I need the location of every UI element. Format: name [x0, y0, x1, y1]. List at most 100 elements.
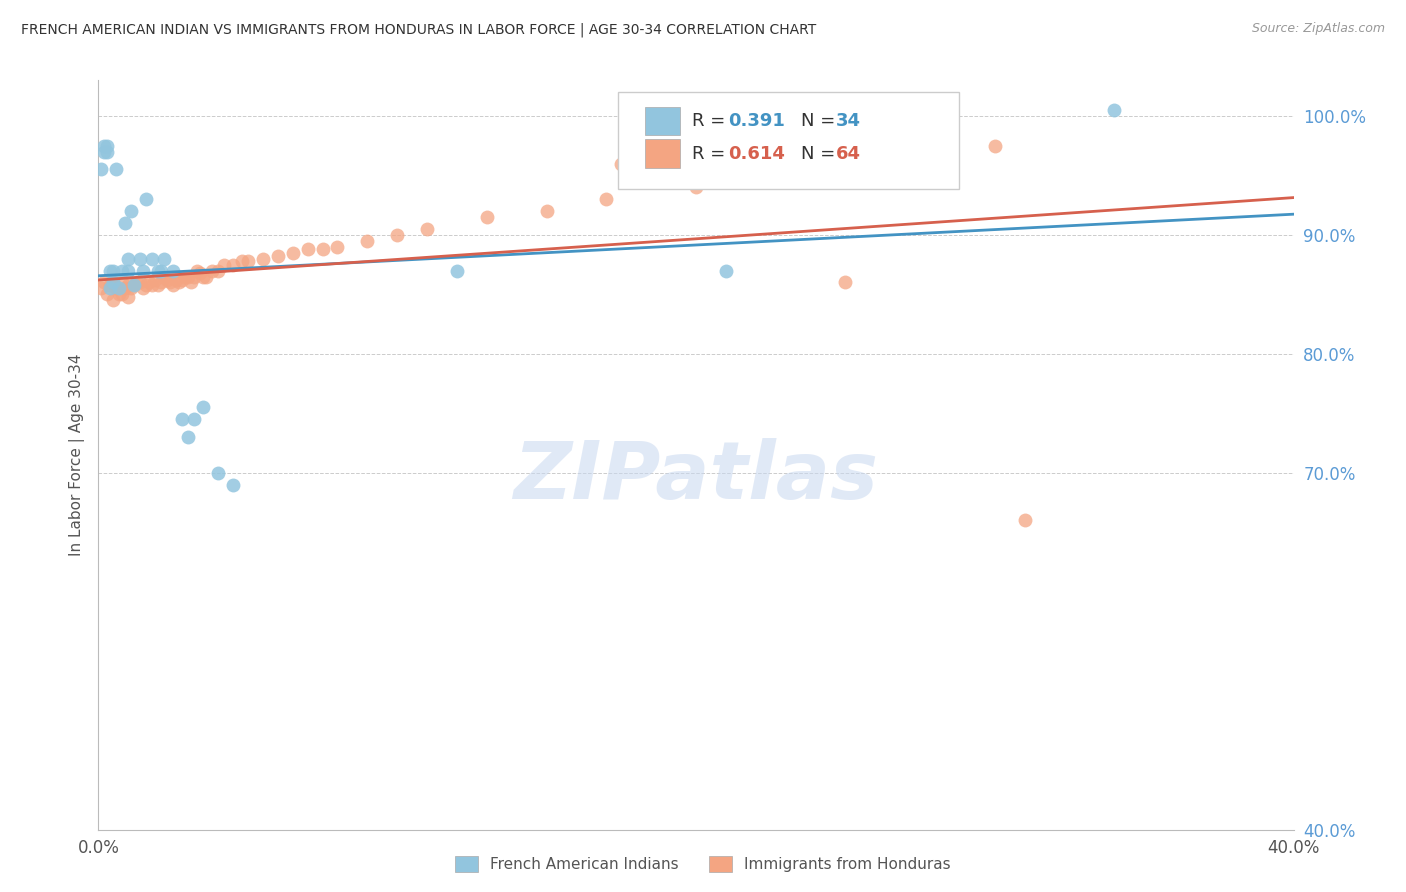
Point — [108, 287, 131, 301]
Text: N =: N = — [801, 112, 835, 129]
Point — [111, 276, 134, 290]
Point — [475, 210, 498, 224]
Point — [1014, 513, 1036, 527]
Point — [124, 277, 146, 292]
Point — [212, 258, 235, 272]
Point — [129, 276, 152, 290]
Point — [105, 162, 128, 177]
Point — [90, 162, 112, 177]
Point — [267, 249, 290, 263]
Point — [222, 477, 245, 491]
Point — [98, 277, 122, 292]
Point — [153, 252, 176, 266]
Point — [356, 234, 378, 248]
Y-axis label: In Labor Force | Age 30-34: In Labor Force | Age 30-34 — [69, 353, 84, 557]
Point — [93, 145, 115, 159]
Point — [148, 277, 170, 292]
Point — [114, 281, 136, 295]
Point — [135, 277, 157, 292]
Point — [150, 263, 173, 277]
Point — [103, 276, 125, 290]
Point — [804, 162, 827, 177]
Point — [135, 192, 157, 206]
Point — [297, 242, 319, 256]
Point — [236, 254, 259, 268]
Point — [120, 281, 142, 295]
Point — [201, 263, 224, 277]
Point — [96, 138, 118, 153]
Text: 0.614: 0.614 — [728, 145, 785, 162]
Point — [129, 252, 152, 266]
Point — [98, 281, 122, 295]
Point — [124, 277, 146, 292]
Point — [180, 276, 202, 290]
Point — [150, 276, 173, 290]
Point — [165, 273, 187, 287]
Point — [416, 222, 439, 236]
Text: 34: 34 — [835, 112, 860, 129]
Point — [159, 276, 181, 290]
Point — [207, 263, 229, 277]
Point — [311, 242, 333, 256]
Point — [93, 276, 115, 290]
Point — [326, 240, 349, 254]
Point — [172, 273, 194, 287]
Point — [117, 277, 139, 292]
Point — [834, 276, 856, 290]
Point — [148, 263, 170, 277]
Point — [191, 401, 214, 415]
FancyBboxPatch shape — [644, 139, 681, 168]
Text: FRENCH AMERICAN INDIAN VS IMMIGRANTS FROM HONDURAS IN LABOR FORCE | AGE 30-34 CO: FRENCH AMERICAN INDIAN VS IMMIGRANTS FRO… — [21, 22, 817, 37]
Point — [195, 269, 218, 284]
Point — [714, 263, 737, 277]
Point — [132, 281, 155, 295]
Point — [231, 254, 253, 268]
Point — [177, 430, 200, 444]
Point — [117, 252, 139, 266]
Point — [114, 216, 136, 230]
Point — [93, 138, 115, 153]
Point — [177, 269, 200, 284]
Point — [984, 138, 1007, 153]
Point — [141, 277, 163, 292]
Point — [143, 273, 166, 287]
Point — [183, 269, 205, 284]
Legend: French American Indians, Immigrants from Honduras: French American Indians, Immigrants from… — [447, 848, 959, 880]
Point — [117, 263, 139, 277]
Text: ZIPatlas: ZIPatlas — [513, 438, 879, 516]
Point — [96, 145, 118, 159]
Point — [894, 151, 917, 165]
Point — [138, 276, 160, 290]
Point — [127, 276, 149, 290]
Point — [98, 263, 122, 277]
Point — [117, 290, 139, 304]
Point — [207, 466, 229, 480]
Point — [132, 263, 155, 277]
FancyBboxPatch shape — [644, 106, 681, 135]
Text: R =: R = — [692, 145, 725, 162]
Point — [90, 281, 112, 295]
Point — [191, 269, 214, 284]
Point — [162, 263, 184, 277]
Text: Source: ZipAtlas.com: Source: ZipAtlas.com — [1251, 22, 1385, 36]
Text: 64: 64 — [835, 145, 860, 162]
Point — [103, 263, 125, 277]
Point — [174, 269, 197, 284]
Point — [111, 287, 134, 301]
Point — [111, 263, 134, 277]
Point — [252, 252, 274, 266]
Text: 0.391: 0.391 — [728, 112, 785, 129]
Text: R =: R = — [692, 112, 725, 129]
Point — [685, 180, 707, 194]
Point — [385, 227, 409, 242]
Point — [120, 204, 142, 219]
Point — [141, 252, 163, 266]
Point — [1104, 103, 1126, 117]
Point — [183, 412, 205, 426]
Point — [162, 277, 184, 292]
Point — [188, 266, 211, 280]
Text: N =: N = — [801, 145, 835, 162]
Point — [281, 245, 304, 260]
Point — [610, 156, 633, 170]
Point — [186, 263, 208, 277]
